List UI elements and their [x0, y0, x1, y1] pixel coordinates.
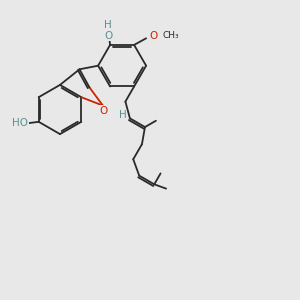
Text: CH₃: CH₃	[162, 32, 179, 40]
Text: H: H	[104, 20, 112, 30]
Text: O: O	[104, 31, 112, 41]
Text: H: H	[118, 110, 126, 120]
Text: O: O	[99, 106, 107, 116]
Text: HO: HO	[12, 118, 28, 128]
Text: O: O	[150, 31, 158, 41]
